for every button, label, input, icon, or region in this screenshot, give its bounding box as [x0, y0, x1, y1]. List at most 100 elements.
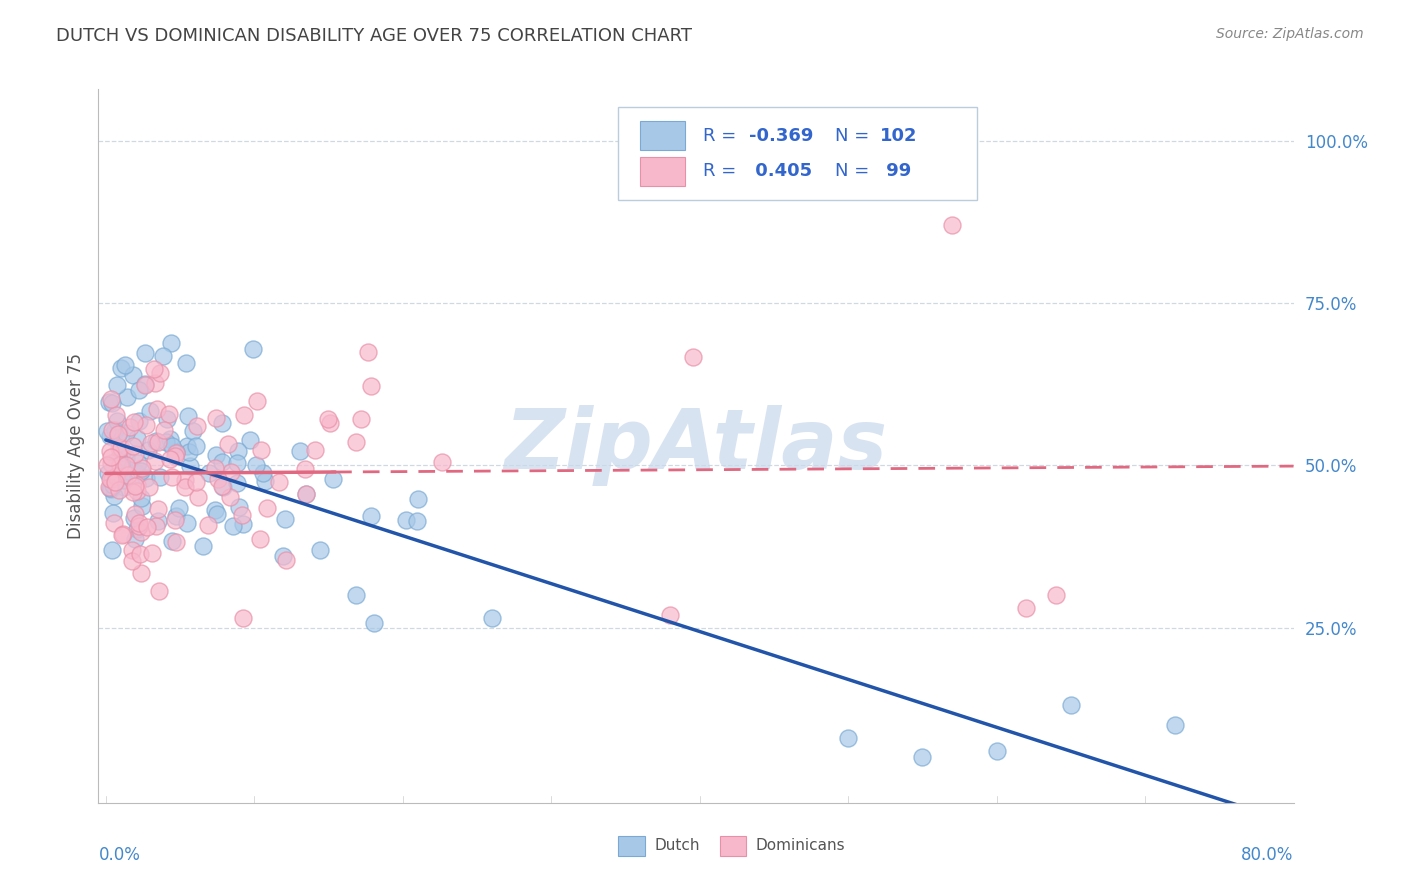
FancyBboxPatch shape	[640, 121, 685, 150]
Point	[129, 464, 152, 478]
Point	[186, 419, 208, 434]
Point	[159, 452, 181, 467]
Point	[179, 445, 201, 459]
Point	[360, 379, 382, 393]
Point	[186, 475, 208, 490]
Point	[121, 439, 143, 453]
Point	[114, 450, 136, 465]
Point	[233, 408, 256, 422]
Point	[127, 456, 149, 470]
Point	[682, 351, 704, 365]
Point	[226, 456, 249, 470]
Point	[129, 525, 152, 540]
Point	[246, 394, 269, 409]
Point	[111, 528, 134, 542]
Point	[290, 444, 312, 458]
Point	[165, 535, 187, 549]
Point	[143, 453, 166, 467]
Point	[174, 480, 197, 494]
Point	[100, 456, 122, 470]
Point	[100, 392, 122, 406]
Point	[239, 433, 262, 447]
Point	[160, 534, 183, 549]
Point	[108, 441, 131, 455]
Text: 0.405: 0.405	[748, 162, 811, 180]
Point	[117, 467, 139, 482]
Point	[204, 503, 226, 517]
Point	[134, 378, 156, 392]
Point	[148, 435, 170, 450]
Point	[249, 532, 271, 546]
Text: N =: N =	[835, 127, 875, 145]
FancyBboxPatch shape	[619, 107, 977, 200]
Point	[127, 478, 149, 492]
Point	[108, 426, 131, 441]
Point	[135, 418, 157, 433]
Point	[986, 744, 1008, 758]
Point	[197, 466, 219, 480]
Point	[120, 420, 142, 434]
Point	[211, 455, 233, 469]
Point	[911, 750, 934, 764]
Point	[165, 509, 187, 524]
Point	[149, 470, 172, 484]
Point	[176, 516, 198, 531]
Text: 80.0%: 80.0%	[1241, 846, 1294, 863]
Text: -0.369: -0.369	[748, 127, 813, 145]
Point	[103, 516, 125, 531]
Point	[128, 516, 150, 531]
Point	[136, 443, 159, 458]
Point	[211, 416, 233, 430]
Point	[110, 441, 132, 455]
Text: 102: 102	[880, 127, 918, 145]
Point	[294, 461, 316, 475]
Point	[304, 442, 326, 457]
Point	[231, 508, 253, 522]
Y-axis label: Disability Age Over 75: Disability Age Over 75	[66, 353, 84, 539]
Point	[115, 458, 138, 473]
Point	[145, 519, 167, 533]
Text: Source: ZipAtlas.com: Source: ZipAtlas.com	[1216, 27, 1364, 41]
Point	[105, 453, 128, 467]
Point	[128, 518, 150, 533]
Text: Dutch: Dutch	[654, 838, 700, 853]
Point	[191, 539, 214, 553]
Point	[129, 566, 152, 581]
Point	[141, 436, 163, 450]
Point	[269, 475, 291, 489]
Point	[104, 423, 127, 437]
Point	[107, 426, 129, 441]
Point	[122, 511, 145, 525]
Point	[98, 481, 121, 495]
Point	[228, 500, 250, 514]
Point	[232, 516, 254, 531]
Point	[124, 507, 146, 521]
Point	[186, 439, 208, 453]
Point	[659, 607, 682, 622]
Point	[1045, 588, 1067, 602]
Point	[127, 467, 149, 481]
FancyBboxPatch shape	[640, 157, 685, 186]
Text: 99: 99	[880, 162, 911, 180]
Point	[112, 527, 135, 541]
Point	[274, 553, 297, 567]
Point	[253, 474, 276, 488]
Point	[135, 520, 157, 534]
Point	[211, 479, 233, 493]
Point	[165, 449, 187, 463]
Point	[316, 412, 339, 426]
Point	[156, 412, 179, 426]
Point	[145, 401, 167, 416]
Point	[146, 514, 169, 528]
Point	[159, 432, 181, 446]
Text: ZipAtlas: ZipAtlas	[505, 406, 887, 486]
Point	[97, 467, 120, 481]
Point	[112, 459, 135, 474]
Point	[148, 583, 170, 598]
Point	[100, 472, 122, 486]
Point	[100, 423, 122, 437]
Point	[360, 508, 382, 523]
Point	[1060, 698, 1083, 713]
FancyBboxPatch shape	[619, 836, 644, 855]
Point	[125, 522, 148, 536]
